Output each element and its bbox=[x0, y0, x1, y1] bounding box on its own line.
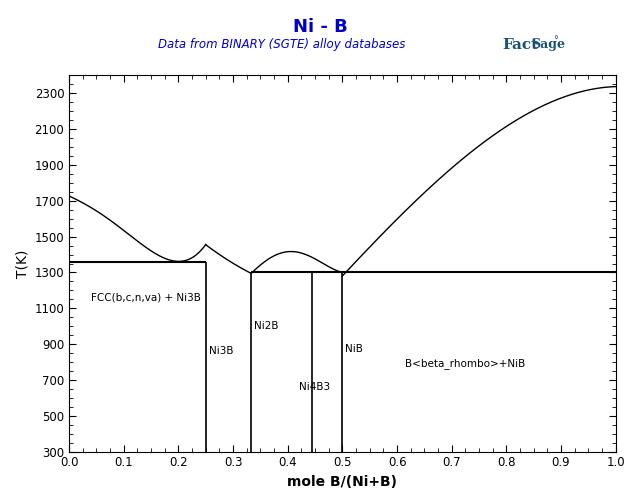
Y-axis label: T(K): T(K) bbox=[15, 249, 29, 278]
Text: Fact: Fact bbox=[502, 38, 538, 52]
Text: Ni - B: Ni - B bbox=[292, 18, 348, 36]
Text: Ni3B: Ni3B bbox=[209, 346, 233, 356]
Text: Sage: Sage bbox=[531, 38, 565, 51]
Text: Data from BINARY (SGTE) alloy databases: Data from BINARY (SGTE) alloy databases bbox=[158, 38, 405, 51]
Text: FCC(b,c,n,va) + Ni3B: FCC(b,c,n,va) + Ni3B bbox=[91, 292, 201, 302]
Text: °: ° bbox=[554, 35, 558, 45]
Text: NiB: NiB bbox=[345, 345, 363, 354]
Text: B<beta_rhombo>+NiB: B<beta_rhombo>+NiB bbox=[405, 358, 525, 369]
Text: Ni4B3: Ni4B3 bbox=[299, 382, 330, 392]
Text: Ni2B: Ni2B bbox=[254, 321, 278, 331]
X-axis label: mole B/(Ni+B): mole B/(Ni+B) bbox=[287, 475, 397, 489]
